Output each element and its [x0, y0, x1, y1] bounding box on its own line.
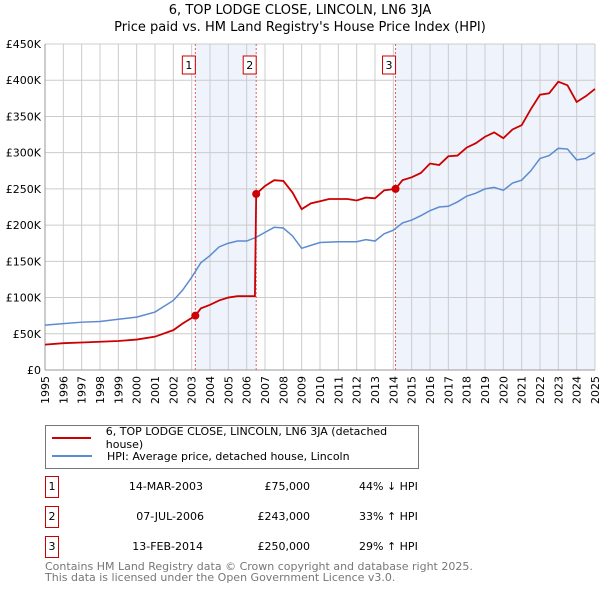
x-tick-label: 2003 — [186, 376, 199, 404]
x-tick-label: 2008 — [277, 376, 290, 404]
legend-item-hpi: HPI: Average price, detached house, Linc… — [52, 448, 350, 464]
sale-point — [252, 189, 261, 198]
y-tick-label: £300K — [6, 147, 42, 160]
sale-hpi-diff: 44% ↓ HPI — [359, 480, 418, 493]
y-tick-label: £0 — [27, 364, 41, 377]
x-tick-label: 2007 — [259, 376, 272, 404]
x-tick-label: 2005 — [222, 376, 235, 404]
hpi-line — [44, 147, 596, 326]
sale-label-box — [181, 55, 196, 75]
x-tick-label: 1999 — [112, 376, 125, 404]
y-tick-label: £450K — [6, 38, 42, 51]
shaded-period — [195, 44, 257, 370]
sale-date: 07-JUL-2006 — [136, 510, 204, 523]
sale-hpi-diff: 29% ↑ HPI — [359, 540, 418, 553]
y-tick-label: £350K — [6, 110, 42, 123]
sale-row: 1 14-MAR-2003 £75,000 44% ↓ HPI — [45, 476, 465, 498]
legend-label: HPI: Average price, detached house, Linc… — [107, 449, 350, 463]
y-tick-label: £400K — [6, 74, 42, 87]
x-tick-label: 2010 — [314, 376, 327, 404]
legend-label: 6, TOP LODGE CLOSE, LINCOLN, LN6 3JA (de… — [105, 425, 388, 451]
price-chart: 1995 1996 1997 1998 1999 2000 2001 2002 2003 2004… — [6, 38, 600, 404]
legend-swatch-blue — [52, 455, 92, 457]
sale-label-number: 3 — [386, 59, 393, 72]
sale-marker-number: 3 — [45, 536, 59, 558]
x-tick-label: 2012 — [351, 376, 364, 404]
sale-point — [391, 184, 400, 193]
sale-row: 3 13-FEB-2014 £250,000 29% ↑ HPI — [45, 536, 465, 558]
x-tick-label: 2023 — [552, 376, 565, 404]
sale-date: 13-FEB-2014 — [132, 540, 203, 553]
x-tick-label: 2015 — [406, 376, 419, 404]
x-tick-label: 2006 — [241, 376, 254, 404]
x-tick-label: 2022 — [534, 376, 547, 404]
x-tick-label: 2020 — [497, 376, 510, 404]
shaded-period — [395, 44, 595, 370]
sale-label-box — [242, 55, 257, 75]
sale-price: £75,000 — [264, 480, 311, 493]
y-tick-label: £150K — [6, 255, 42, 268]
sale-label-number: 2 — [246, 59, 253, 72]
sale-label-number: 1 — [185, 59, 192, 72]
sale-hpi-diff: 33% ↑ HPI — [359, 510, 418, 523]
x-tick-label: 2024 — [571, 376, 584, 404]
x-tick-label: 2021 — [516, 376, 529, 404]
x-tick-label: 2014 — [387, 376, 400, 404]
y-tick-label: £250K — [6, 183, 42, 196]
x-tick-label: 2002 — [167, 376, 180, 404]
sale-point — [191, 311, 200, 320]
legend: 6, TOP LODGE CLOSE, LINCOLN, LN6 3JA (de… — [45, 425, 419, 469]
x-tick-label: 2013 — [369, 376, 382, 404]
legend-item-property: 6, TOP LODGE CLOSE, LINCOLN, LN6 3JA (de… — [52, 425, 418, 451]
sale-row: 2 07-JUL-2006 £243,000 33% ↑ HPI — [45, 506, 465, 528]
sale-label-box — [382, 55, 397, 75]
sale-marker-number: 2 — [45, 506, 59, 528]
chart-title: 6, TOP LODGE CLOSE, LINCOLN, LN6 3JA — [168, 3, 432, 18]
x-tick-label: 2000 — [131, 376, 144, 404]
x-tick-label: 2019 — [479, 376, 492, 404]
x-tick-label: 2016 — [424, 376, 437, 404]
x-tick-label: 2018 — [461, 376, 474, 404]
sale-date: 14-MAR-2003 — [128, 480, 203, 493]
x-tick-label: 1995 — [39, 376, 52, 404]
sale-marker-number: 1 — [45, 476, 59, 498]
sale-price: £250,000 — [257, 540, 311, 553]
x-tick-label: 2001 — [149, 376, 162, 404]
chart-subtitle: Price paid vs. HM Land Registry's House … — [114, 20, 486, 35]
legend-swatch-red — [52, 437, 91, 439]
footer-licence: This data is licensed under the Open Gov… — [45, 571, 396, 584]
x-tick-label: 2025 — [589, 376, 600, 404]
y-tick-label: £100K — [6, 292, 42, 305]
x-tick-label: 2004 — [204, 376, 217, 404]
x-tick-label: 1997 — [76, 376, 89, 404]
x-tick-label: 1998 — [94, 376, 107, 404]
x-tick-label: 2009 — [296, 376, 309, 404]
x-tick-label: 1996 — [57, 376, 70, 404]
sale-price: £243,000 — [257, 510, 311, 523]
footer-copyright: Contains HM Land Registry data © Crown c… — [45, 560, 473, 573]
y-tick-label: £50K — [13, 328, 42, 341]
x-tick-label: 2017 — [442, 376, 455, 404]
y-tick-label: £200K — [6, 219, 42, 232]
x-tick-label: 2011 — [332, 376, 345, 404]
